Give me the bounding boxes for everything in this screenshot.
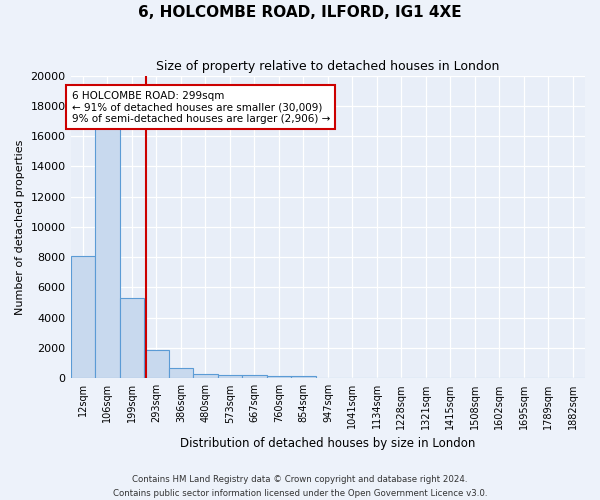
Bar — [71, 256, 95, 378]
Bar — [144, 350, 169, 378]
Text: Contains HM Land Registry data © Crown copyright and database right 2024.
Contai: Contains HM Land Registry data © Crown c… — [113, 476, 487, 498]
Bar — [291, 376, 316, 378]
Y-axis label: Number of detached properties: Number of detached properties — [15, 139, 25, 314]
Bar — [193, 374, 218, 378]
Text: 6, HOLCOMBE ROAD, ILFORD, IG1 4XE: 6, HOLCOMBE ROAD, ILFORD, IG1 4XE — [138, 5, 462, 20]
Bar — [95, 127, 119, 378]
Bar — [169, 368, 193, 378]
X-axis label: Distribution of detached houses by size in London: Distribution of detached houses by size … — [180, 437, 475, 450]
Text: 6 HOLCOMBE ROAD: 299sqm
← 91% of detached houses are smaller (30,009)
9% of semi: 6 HOLCOMBE ROAD: 299sqm ← 91% of detache… — [71, 90, 330, 124]
Bar — [266, 376, 291, 378]
Bar — [218, 375, 242, 378]
Bar — [119, 298, 144, 378]
Bar — [242, 376, 266, 378]
Title: Size of property relative to detached houses in London: Size of property relative to detached ho… — [156, 60, 499, 73]
